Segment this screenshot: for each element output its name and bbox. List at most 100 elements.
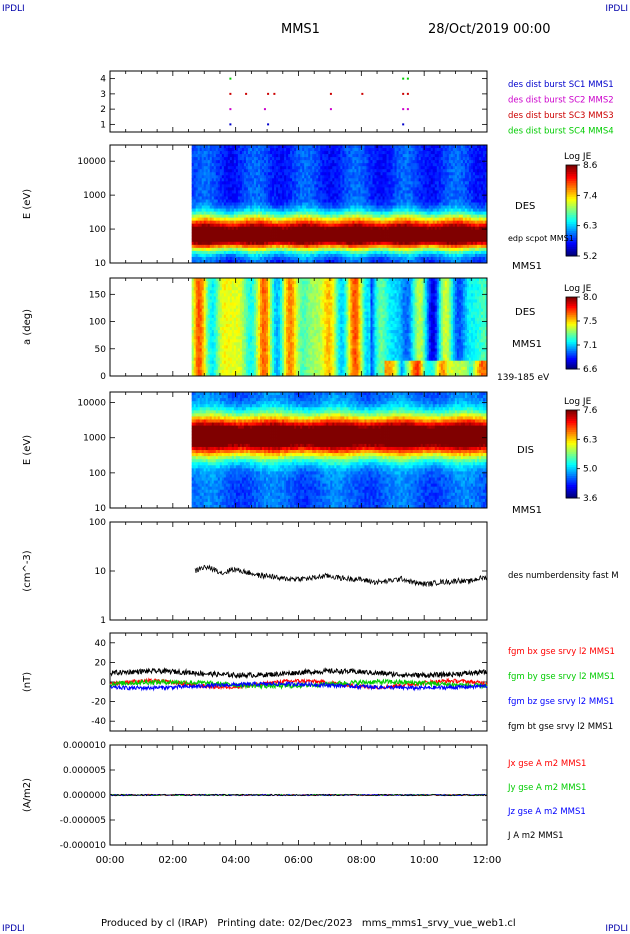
spectrogram-cell [209, 229, 213, 234]
spectrogram-cell [348, 184, 351, 188]
spectrogram-cell [442, 211, 446, 215]
spectrogram-cell [278, 154, 281, 158]
spectrogram-cell [312, 160, 315, 164]
spectrogram-cell [334, 259, 337, 264]
spectrogram-cell [426, 214, 430, 219]
spectrogram-cell [424, 157, 428, 161]
spectrogram-cell [376, 256, 379, 261]
spectrogram-cell [444, 226, 448, 231]
spectrogram-cell [247, 175, 251, 179]
spectrogram-cell [318, 193, 321, 197]
spectrogram-cell [243, 145, 247, 149]
spectrogram-cell [229, 220, 233, 225]
spectrogram-cell [193, 238, 197, 243]
spectrogram-cell [402, 151, 406, 155]
spectrogram-cell [404, 259, 408, 264]
spectrogram-cell [274, 172, 277, 176]
spectrogram-cell [308, 163, 311, 167]
spectrogram-cell [221, 205, 225, 209]
spectrogram-cell [205, 229, 209, 234]
spectrogram-cell [384, 181, 387, 185]
spectrogram-cell [209, 175, 213, 179]
spectrogram-cell [241, 169, 245, 173]
spectrogram-cell [231, 181, 235, 185]
spectrogram-cell [346, 163, 349, 167]
spectrogram-cell [304, 226, 307, 231]
spectrogram-cell [434, 151, 438, 155]
spectrogram-cell [394, 166, 397, 170]
spectrogram-cell [264, 259, 267, 264]
spectrogram-cell [430, 223, 434, 228]
spectrogram-cell [378, 229, 381, 234]
spectrogram-cell [388, 202, 391, 206]
spectrogram-cell [266, 193, 269, 197]
spectrogram-cell [434, 229, 438, 234]
spectrogram-cell [257, 157, 261, 161]
spectrogram-cell [386, 241, 389, 246]
spectrogram-cell [358, 232, 361, 237]
spectrogram-cell [436, 211, 440, 215]
spectrogram-cell [360, 250, 363, 255]
spectrogram-cell [282, 235, 285, 240]
spectrogram-cell [382, 163, 385, 167]
spectrogram-cell [328, 241, 331, 246]
spectrogram-cell [262, 166, 265, 170]
spectrogram-cell [288, 256, 291, 261]
spectrogram-cell [394, 256, 397, 261]
spectrogram-cell [396, 184, 400, 188]
spectrogram-cell [262, 178, 265, 182]
spectrogram-cell [392, 244, 395, 249]
spectrogram-cell [308, 154, 311, 158]
spectrogram-cell [298, 199, 301, 203]
spectrogram-cell [219, 241, 223, 246]
spectrogram-cell [368, 151, 371, 155]
spectrogram-cell [215, 211, 219, 215]
spectrogram-cell [390, 250, 393, 255]
spectrogram-cell [438, 211, 442, 215]
spectrogram-cell [197, 187, 201, 191]
spectrogram-cell [364, 181, 367, 185]
spectrogram-cell [274, 211, 277, 215]
spectrogram-cell [346, 148, 349, 152]
spectrogram-cell [304, 223, 307, 228]
spectrogram-cell [316, 166, 319, 170]
spectrogram-cell [213, 157, 217, 161]
spectrogram-cell [426, 238, 430, 243]
spectrogram-cell [372, 250, 375, 255]
spectrogram-cell [352, 169, 355, 173]
spectrogram-cell [304, 145, 307, 149]
spectrogram-cell [266, 202, 269, 206]
spectrogram-cell [420, 211, 424, 215]
spectrogram-cell [288, 166, 291, 170]
spectrogram-cell [306, 145, 309, 149]
spectrogram-cell [274, 178, 277, 182]
spectrogram-cell [374, 238, 377, 243]
spectrogram-cell [374, 151, 377, 155]
spectrogram-cell [402, 253, 406, 258]
spectrogram-cell [392, 169, 395, 173]
spectrogram-cell [334, 193, 337, 197]
spectrogram-cell [396, 238, 400, 243]
spectrogram-cell [408, 238, 412, 243]
spectrogram-cell [290, 163, 293, 167]
spectrogram-cell [416, 154, 420, 158]
spectrogram-cell [217, 205, 221, 209]
spectrogram-cell [392, 163, 395, 167]
spectrogram-cell [251, 160, 255, 164]
spectrogram-cell [229, 151, 233, 155]
spectrogram-cell [430, 235, 434, 240]
spectrogram-cell [284, 178, 287, 182]
spectrogram-cell [416, 214, 420, 219]
spectrogram-cell [211, 244, 215, 249]
spectrogram-cell [336, 211, 339, 215]
spectrogram-cell [211, 151, 215, 155]
spectrogram-cell [396, 187, 400, 191]
spectrogram-cell [446, 166, 450, 170]
spectrogram-cell [243, 184, 247, 188]
spectrogram-cell [241, 232, 245, 237]
spectrogram-cell [350, 250, 353, 255]
spectrogram-cell [201, 226, 205, 231]
spectrogram-cell [416, 169, 420, 173]
spectrogram-cell [262, 190, 265, 194]
spectrogram-cell [356, 154, 359, 158]
